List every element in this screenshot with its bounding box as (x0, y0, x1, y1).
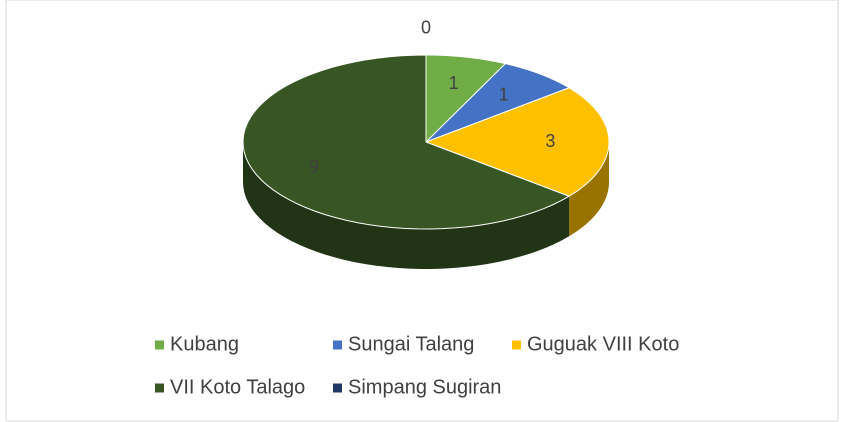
pie-slice (425, 54, 507, 144)
pie-slice (425, 63, 571, 143)
pie-side (569, 142, 609, 237)
legend-swatch (512, 340, 521, 350)
data-label: 3 (545, 131, 555, 151)
pie-slice (424, 87, 610, 197)
data-label: 1 (449, 73, 459, 93)
pie-slice (242, 54, 571, 230)
data-label: 0 (421, 18, 431, 38)
data-label: 9 (309, 156, 319, 176)
legend-swatch (155, 383, 164, 393)
legend-label: VII Koto Talago (170, 376, 305, 398)
legend-swatch (155, 340, 164, 350)
data-label: 1 (499, 84, 509, 104)
legend-swatch (333, 383, 342, 393)
legend-swatch (333, 340, 342, 350)
legend-label: Guguak VIII Koto (527, 333, 679, 355)
legend-label: Simpang Sugiran (348, 376, 501, 398)
legend-label: Sungai Talang (348, 333, 474, 355)
pie-side (243, 142, 570, 269)
legend-label: Kubang (170, 333, 239, 355)
